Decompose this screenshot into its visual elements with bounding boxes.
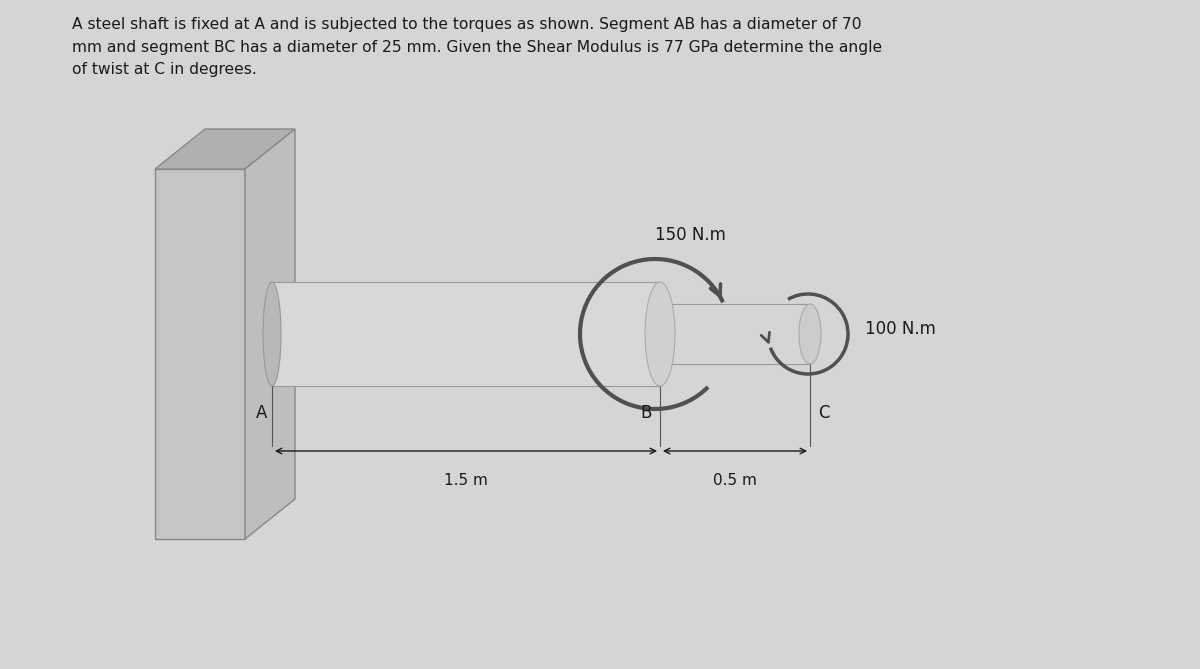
Polygon shape (155, 169, 245, 539)
Polygon shape (245, 129, 295, 539)
Text: A steel shaft is fixed at A and is subjected to the torques as shown. Segment AB: A steel shaft is fixed at A and is subje… (72, 17, 882, 78)
Text: 1.5 m: 1.5 m (444, 473, 488, 488)
Ellipse shape (799, 304, 821, 364)
Text: 100 N.m: 100 N.m (865, 320, 936, 338)
Text: 150 N.m: 150 N.m (654, 226, 726, 244)
Text: B: B (641, 404, 652, 422)
Polygon shape (272, 282, 660, 386)
Polygon shape (155, 129, 295, 169)
Ellipse shape (263, 282, 281, 386)
Text: 0.5 m: 0.5 m (713, 473, 757, 488)
Ellipse shape (646, 282, 674, 386)
Text: C: C (818, 404, 829, 422)
Polygon shape (660, 304, 810, 364)
Text: A: A (256, 404, 268, 422)
